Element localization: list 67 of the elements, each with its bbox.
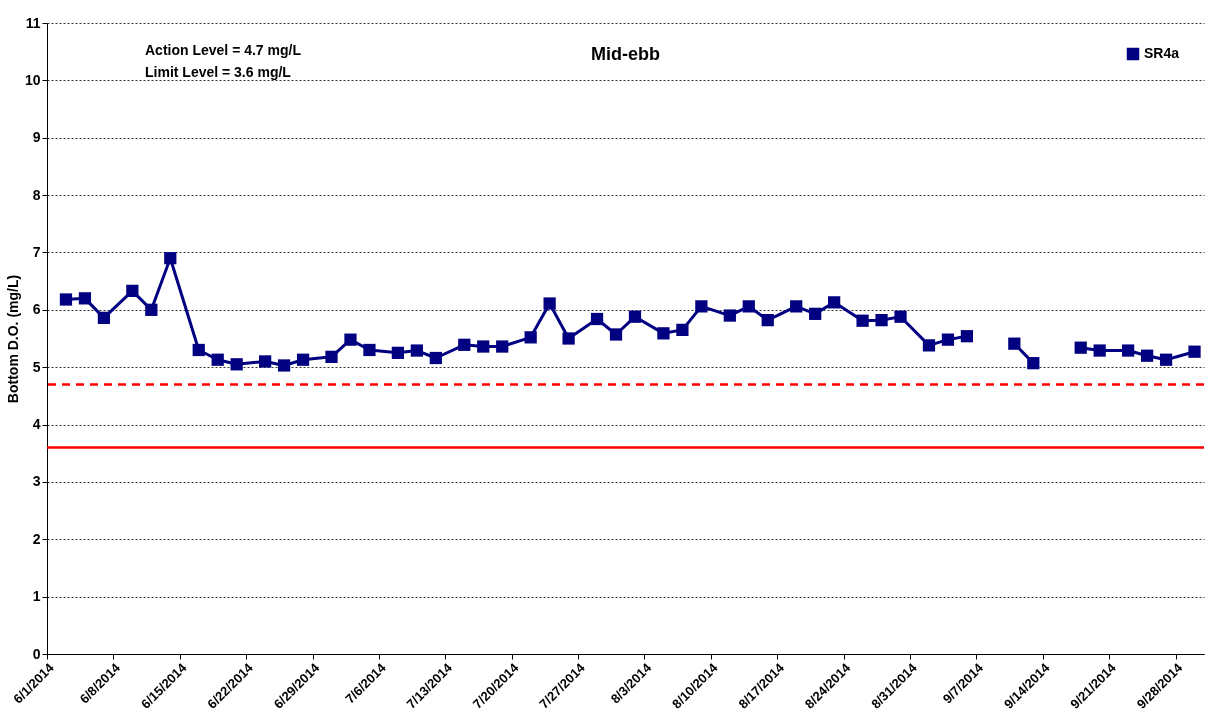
annotation: Action Level = 4.7 mg/L <box>145 42 302 58</box>
point <box>277 359 291 372</box>
y-tick-label: 6 <box>32 301 41 318</box>
point <box>259 355 272 368</box>
point <box>562 332 575 345</box>
point <box>856 314 869 327</box>
point <box>1159 353 1173 366</box>
point <box>1188 345 1201 358</box>
point <box>1140 349 1154 362</box>
point <box>344 333 357 346</box>
point <box>543 297 556 310</box>
point <box>363 343 376 357</box>
point <box>875 314 888 327</box>
y-tick-label: 2 <box>32 530 41 547</box>
point <box>1074 341 1087 354</box>
point <box>1122 344 1135 357</box>
point <box>676 323 689 337</box>
point <box>894 310 907 323</box>
point <box>1027 357 1040 370</box>
y-tick-label: 8 <box>32 186 41 203</box>
point <box>1093 344 1106 357</box>
y-tick-label: 4 <box>32 416 41 433</box>
point <box>590 312 604 326</box>
point <box>960 330 974 343</box>
point <box>628 310 642 323</box>
point <box>695 300 708 313</box>
point <box>296 353 310 366</box>
point <box>429 351 442 365</box>
text: Mid-ebb <box>591 44 660 64</box>
y-axis-title: Bottom D.O. (mg/L) <box>4 274 21 404</box>
y-tick-label: 5 <box>32 358 41 375</box>
point <box>496 340 509 353</box>
point <box>211 353 224 366</box>
point <box>524 331 537 344</box>
y-tick-label: 10 <box>24 71 41 88</box>
point <box>97 311 111 324</box>
point <box>164 252 177 265</box>
point <box>742 300 755 313</box>
y-tick-label: 0 <box>32 645 41 662</box>
point <box>809 307 822 320</box>
point <box>477 340 490 353</box>
point <box>230 358 243 371</box>
y-tick-label: 1 <box>32 588 41 605</box>
y-tick-label: 9 <box>32 129 41 146</box>
point <box>657 327 670 340</box>
y-tick-label: 3 <box>32 473 41 490</box>
y-tick-label: 7 <box>32 243 41 260</box>
point <box>723 309 736 322</box>
point <box>941 333 955 346</box>
point <box>325 350 338 363</box>
y-tick-label: 11 <box>25 14 41 31</box>
point <box>410 344 423 357</box>
point <box>458 338 471 351</box>
legend-label: SR4a <box>1144 45 1180 61</box>
point <box>1008 337 1021 350</box>
point <box>790 300 803 313</box>
point <box>391 346 405 359</box>
point <box>126 284 139 298</box>
point <box>78 292 92 305</box>
point <box>145 303 158 316</box>
point <box>828 296 841 309</box>
annotation: Limit Level = 3.6 mg/L <box>145 64 292 80</box>
point <box>922 339 936 352</box>
point <box>761 314 774 327</box>
point <box>59 293 73 306</box>
point <box>609 328 623 341</box>
point <box>192 343 205 357</box>
